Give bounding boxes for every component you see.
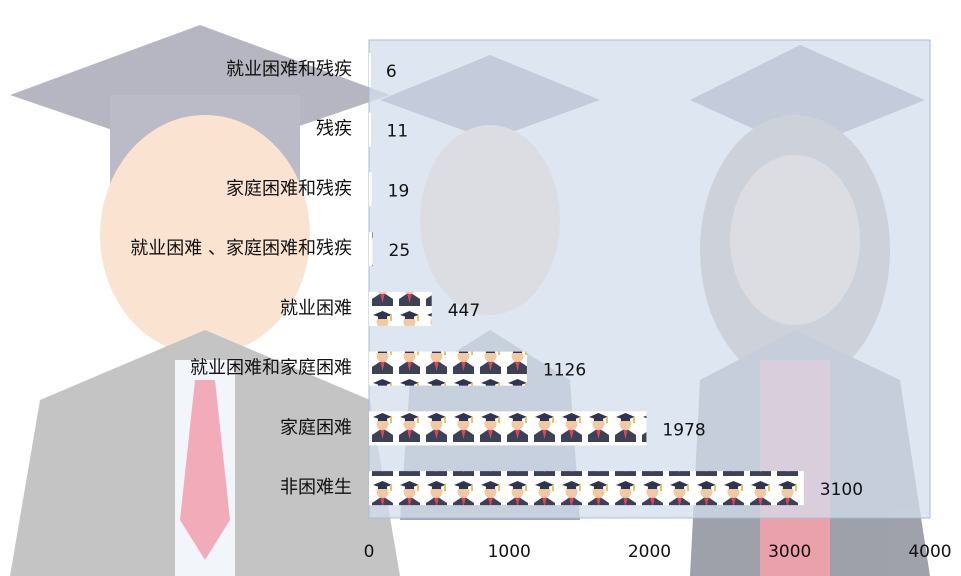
bar bbox=[369, 232, 373, 267]
x-tick-label: 0 bbox=[364, 542, 375, 562]
value-label: 3100 bbox=[820, 480, 863, 500]
value-label: 1978 bbox=[662, 420, 705, 440]
value-label: 447 bbox=[448, 301, 480, 321]
bar bbox=[369, 351, 527, 386]
value-label: 1126 bbox=[543, 361, 586, 381]
x-tick-label: 1000 bbox=[488, 542, 531, 562]
y-tick-label: 残疾 bbox=[316, 119, 352, 140]
value-label: 6 bbox=[386, 62, 397, 82]
value-label: 19 bbox=[388, 181, 410, 201]
bar bbox=[369, 291, 432, 326]
y-tick-label: 就业困难 bbox=[280, 298, 352, 319]
y-tick-label: 就业困难和残疾 bbox=[226, 59, 352, 80]
value-label: 11 bbox=[387, 122, 409, 142]
bar bbox=[369, 471, 804, 506]
x-tick-label: 4000 bbox=[908, 542, 951, 562]
bar bbox=[369, 52, 371, 87]
bar bbox=[369, 112, 371, 147]
y-tick-label: 家庭困难和残疾 bbox=[226, 178, 352, 199]
y-tick-label: 非困难生 bbox=[280, 477, 352, 498]
value-label: 25 bbox=[389, 241, 411, 261]
y-tick-label: 家庭困难 bbox=[280, 417, 352, 438]
x-tick-label: 3000 bbox=[768, 542, 811, 562]
bar bbox=[369, 411, 647, 446]
plot-area bbox=[368, 39, 931, 519]
y-tick-label: 就业困难 、家庭困难和残疾 bbox=[130, 238, 352, 259]
x-tick-label: 2000 bbox=[628, 542, 671, 562]
bar bbox=[369, 172, 372, 207]
y-tick-label: 就业困难和家庭困难 bbox=[190, 358, 352, 379]
